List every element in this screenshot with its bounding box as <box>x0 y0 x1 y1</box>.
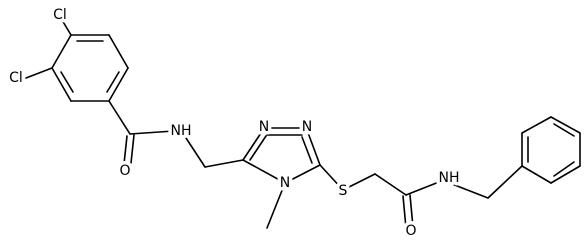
atom-label: S <box>339 183 348 199</box>
atom-label: NH <box>171 123 192 139</box>
atom-label: N <box>302 119 312 135</box>
bonds <box>25 19 581 229</box>
atom-labels: Cl Cl O NH N N N S O NH <box>6 4 463 243</box>
atom-label: N <box>259 119 269 135</box>
atom-label: Cl <box>9 70 23 86</box>
atom-label: N <box>280 175 290 191</box>
atom-label: NH <box>439 170 460 186</box>
atom-label: Cl <box>53 7 67 23</box>
atom-label: O <box>119 163 130 179</box>
atom-label: O <box>405 223 416 239</box>
